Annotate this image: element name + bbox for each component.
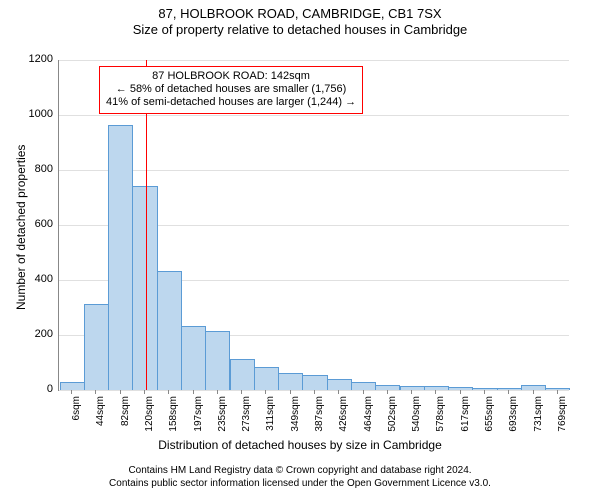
x-tickmark (533, 390, 534, 394)
gridline (59, 170, 569, 171)
annot-line2: ← 58% of detached houses are smaller (1,… (106, 83, 356, 96)
subtitle: Size of property relative to detached ho… (0, 22, 600, 37)
x-tickmark (435, 390, 436, 394)
y-tick-label: 800 (17, 163, 53, 175)
histogram-bar (375, 385, 400, 390)
histogram-bar (205, 331, 230, 390)
y-tick-label: 1200 (17, 53, 53, 65)
x-tickmark (387, 390, 388, 394)
y-tick-label: 0 (17, 383, 53, 395)
histogram-bar (545, 388, 570, 390)
x-tickmark (557, 390, 558, 394)
histogram-bar (521, 385, 546, 390)
annot-line1: 87 HOLBROOK ROAD: 142sqm (106, 70, 356, 83)
histogram-bar (157, 271, 182, 390)
x-tickmark (95, 390, 96, 394)
x-tickmark (363, 390, 364, 394)
x-tickmark (168, 390, 169, 394)
x-tickmark (144, 390, 145, 394)
histogram-bar (230, 359, 255, 390)
x-tickmark (484, 390, 485, 394)
y-tick-label: 1000 (17, 108, 53, 120)
x-tickmark (314, 390, 315, 394)
histogram-bar (327, 379, 352, 390)
x-tickmark (193, 390, 194, 394)
histogram-bar (497, 388, 522, 390)
x-axis-label: Distribution of detached houses by size … (0, 438, 600, 452)
histogram-bar (278, 373, 303, 391)
histogram-bar (424, 386, 449, 390)
x-tickmark (508, 390, 509, 394)
histogram-bar (351, 382, 376, 390)
x-tickmark (217, 390, 218, 394)
x-tickmark (241, 390, 242, 394)
y-tick-label: 600 (17, 218, 53, 230)
histogram-bar (181, 326, 206, 390)
footnote-1: Contains HM Land Registry data © Crown c… (0, 465, 600, 476)
histogram-bar (132, 186, 157, 391)
histogram-bar (84, 304, 109, 390)
title-top: 87, HOLBROOK ROAD, CAMBRIDGE, CB1 7SX (0, 6, 600, 21)
y-tick-label: 200 (17, 328, 53, 340)
x-tickmark (265, 390, 266, 394)
gridline (59, 60, 569, 61)
histogram-bar (60, 382, 85, 390)
histogram-bar (302, 375, 327, 390)
footnote-2: Contains public sector information licen… (0, 478, 600, 489)
x-tickmark (411, 390, 412, 394)
x-tickmark (71, 390, 72, 394)
annot-line3: 41% of semi-detached houses are larger (… (106, 96, 356, 109)
annotation-box: 87 HOLBROOK ROAD: 142sqm← 58% of detache… (99, 66, 363, 114)
x-tickmark (120, 390, 121, 394)
histogram-bar (254, 367, 279, 390)
histogram-bar (108, 125, 133, 390)
chart-area: 0200400600800100012006sqm44sqm82sqm120sq… (58, 60, 569, 391)
x-tickmark (338, 390, 339, 394)
x-tickmark (460, 390, 461, 394)
x-tickmark (290, 390, 291, 394)
histogram-bar (448, 387, 473, 390)
y-tick-label: 400 (17, 273, 53, 285)
gridline (59, 115, 569, 116)
